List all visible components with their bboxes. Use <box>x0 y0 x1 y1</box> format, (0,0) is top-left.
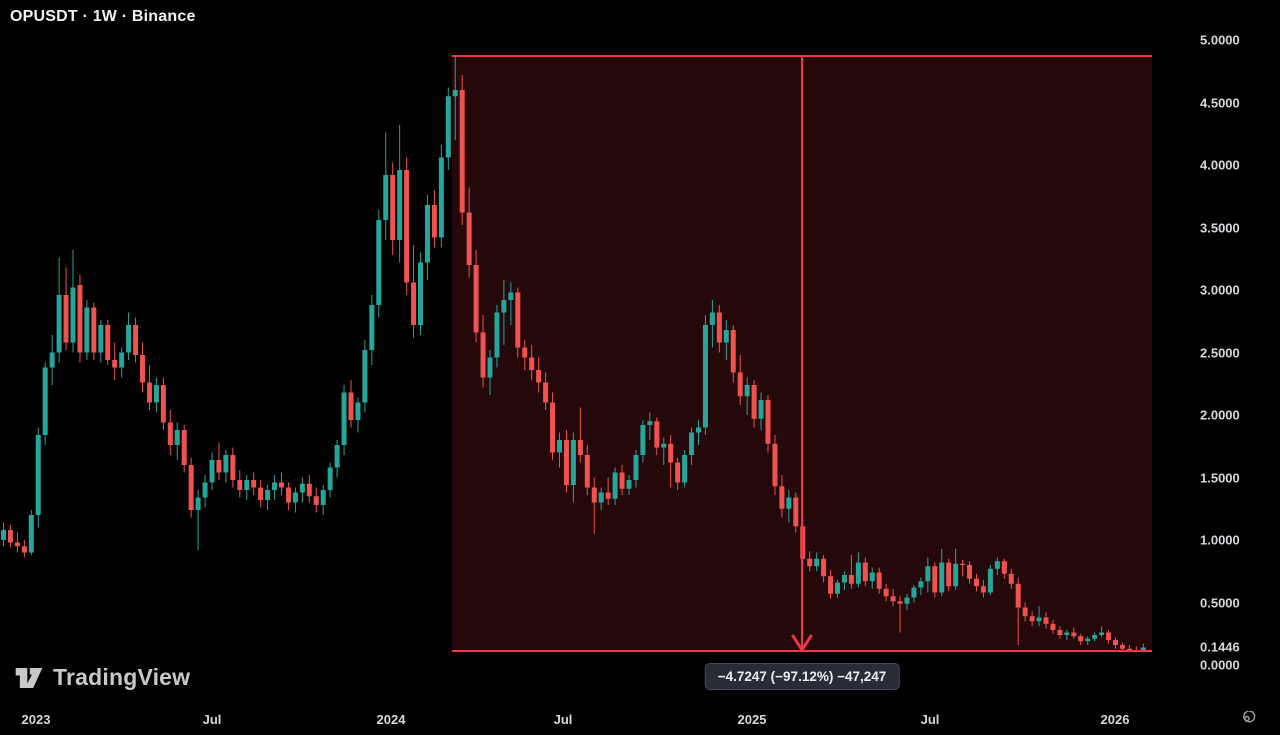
time-tick-label: 2023 <box>21 712 51 727</box>
time-tick-label: Jul <box>920 712 940 727</box>
price-tick-label: 2.5000 <box>1200 345 1240 360</box>
price-tick-label: 1.5000 <box>1200 470 1240 485</box>
price-tick-label: 1.0000 <box>1200 532 1240 548</box>
price-tick-label: 0.0000 <box>1200 657 1240 673</box>
price-tick-label: 0.5000 <box>1200 595 1240 610</box>
price-tick-label: 0.1446 <box>1200 639 1240 655</box>
price-tick-label: 5.0000 <box>1200 32 1240 48</box>
time-tick-label: 2024 <box>376 712 406 727</box>
time-tick-label: 2026 <box>1100 712 1130 727</box>
time-tick-label: 2025 <box>737 712 767 727</box>
measurement-label[interactable]: −4.7247 (−97.12%) −47,247 <box>704 663 900 690</box>
price-tick-label: 3.5000 <box>1200 220 1240 235</box>
time-tick-label: Jul <box>202 712 222 727</box>
price-tick-label: 3.0000 <box>1200 282 1240 298</box>
price-tick-label: 4.5000 <box>1200 95 1240 110</box>
watermark-label: TradingView <box>53 664 191 690</box>
tradingview-logo-icon <box>14 665 44 691</box>
symbol-title: OPUSDT · 1W · Binance <box>10 8 196 25</box>
tradingview-watermark: TradingView <box>14 664 190 691</box>
gear-icon[interactable] <box>1238 710 1256 729</box>
price-tick-label: 4.0000 <box>1200 157 1240 173</box>
price-tick-label: 2.0000 <box>1200 407 1240 423</box>
time-tick-label: Jul <box>553 712 573 727</box>
